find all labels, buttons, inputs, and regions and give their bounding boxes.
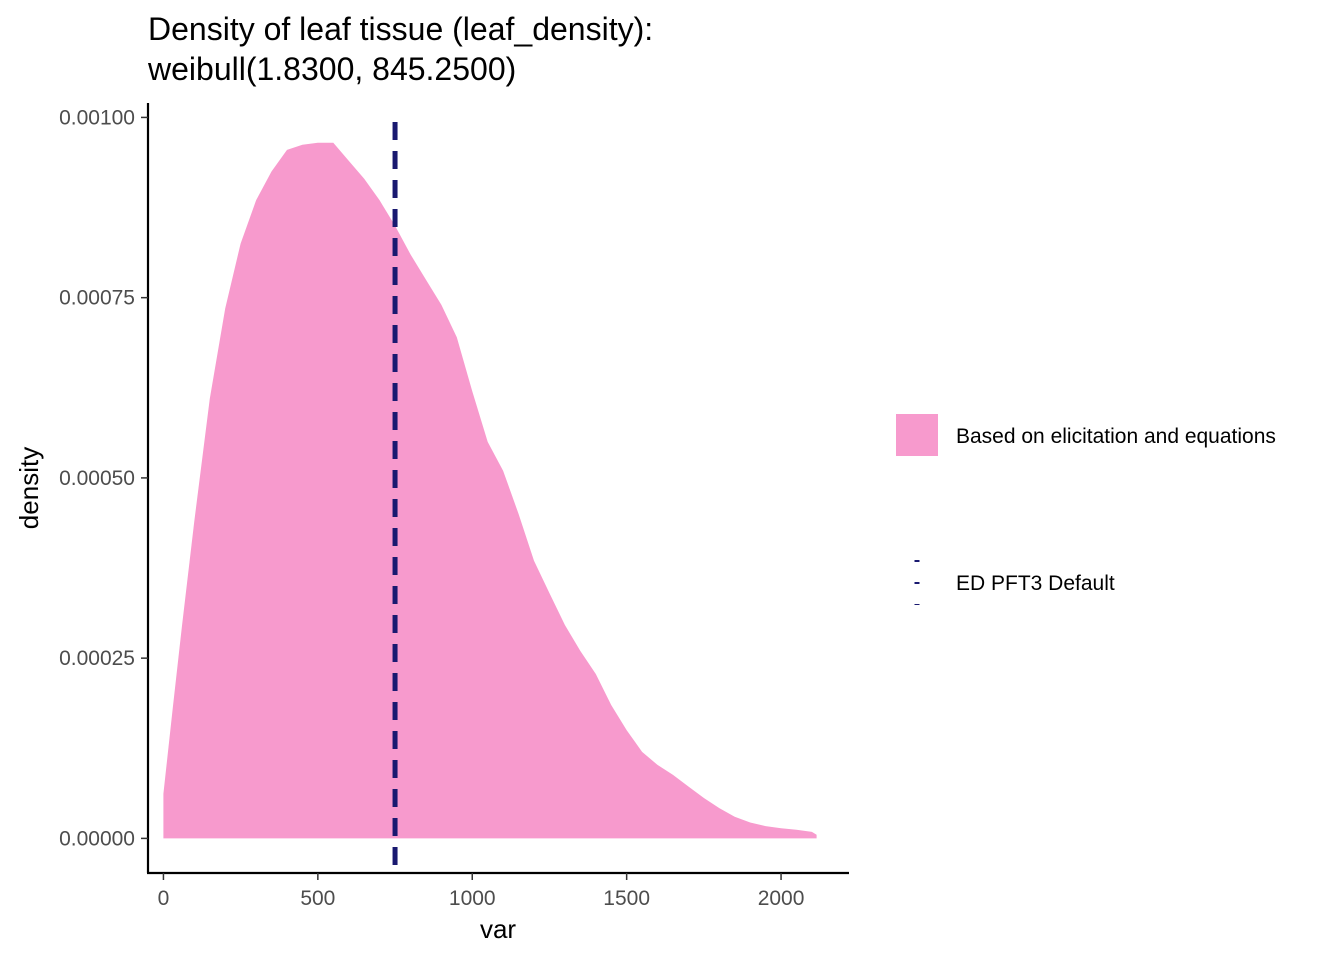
y-tick-label: 0.00000 [59, 827, 135, 850]
x-axis-title: var [480, 914, 516, 944]
x-tick-label: 1500 [603, 887, 650, 910]
chart-title-line-2: weibull(1.8300, 845.2500) [147, 51, 516, 87]
y-axis-title: density [14, 447, 44, 529]
y-tick-label: 0.00050 [59, 467, 135, 490]
y-tick-label: 0.00100 [59, 106, 135, 129]
y-axis-ticks: 0.00000 0.00025 0.00050 0.00075 0.00100 [59, 106, 148, 850]
legend-key-fill [896, 414, 938, 456]
y-tick-label: 0.00075 [59, 287, 135, 310]
legend-label-fill: Based on elicitation and equations [956, 425, 1276, 448]
x-tick-label: 2000 [758, 887, 805, 910]
x-tick-label: 500 [300, 887, 335, 910]
chart-title-line-1: Density of leaf tissue (leaf_density): [148, 11, 653, 47]
y-tick-label: 0.00025 [59, 647, 135, 670]
x-tick-label: 1000 [449, 887, 496, 910]
chart-title: Density of leaf tissue (leaf_density): w… [147, 11, 653, 87]
legend: Based on elicitation and equations ED PF… [896, 414, 1276, 605]
x-tick-label: 0 [158, 887, 170, 910]
legend-label-line: ED PFT3 Default [956, 572, 1115, 595]
density-area [163, 142, 817, 839]
plot-panel [163, 122, 817, 873]
x-axis-ticks: 0 500 1000 1500 2000 [158, 873, 805, 910]
